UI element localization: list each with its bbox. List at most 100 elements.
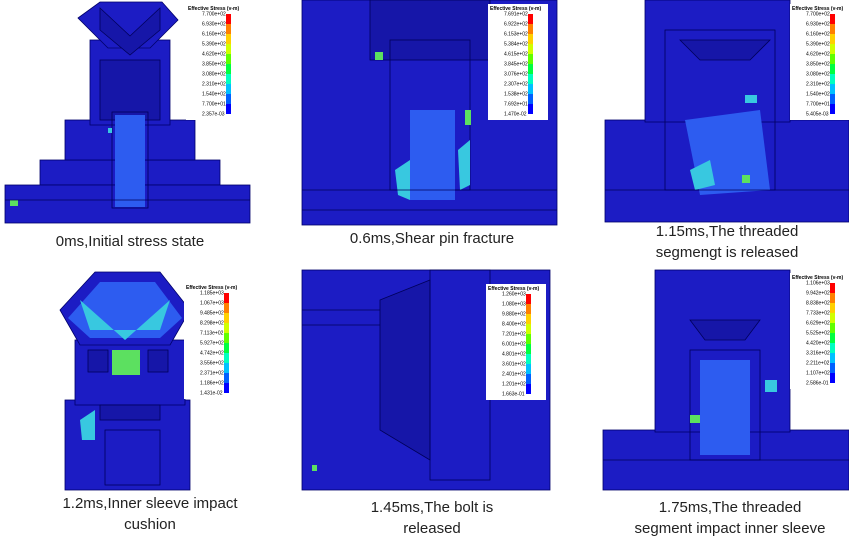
legend-box bbox=[790, 273, 849, 389]
legend-value: 6.629e+02 bbox=[806, 320, 830, 326]
caption: 0ms,Initial stress state bbox=[56, 233, 204, 250]
legend-value: 7.733e+02 bbox=[806, 310, 830, 316]
color-bar-segment bbox=[528, 84, 533, 94]
legend-value: 2.307e+02 bbox=[504, 81, 528, 87]
legend-box bbox=[186, 4, 246, 120]
legend-value: 5.525e+02 bbox=[806, 330, 830, 336]
legend-value: 8.838e+02 bbox=[806, 300, 830, 306]
caption: 1.15ms,The threaded bbox=[656, 223, 799, 240]
color-bar-segment bbox=[830, 44, 835, 54]
color-bar-segment bbox=[830, 343, 835, 353]
caption: 1.45ms,The bolt is bbox=[371, 499, 494, 516]
caption: segmengt is released bbox=[656, 244, 799, 261]
legend-value: 7.692e+01 bbox=[504, 101, 528, 107]
legend-value: 4.620e+02 bbox=[202, 51, 226, 57]
legend-value: 1.470e-02 bbox=[504, 111, 527, 117]
legend-value: 5.927e+02 bbox=[200, 340, 224, 346]
caption: segment impact inner sleeve bbox=[635, 520, 826, 537]
legend-value: 3.316e+02 bbox=[806, 350, 830, 356]
legend-value: 1.663e-01 bbox=[502, 391, 525, 397]
color-bar-segment bbox=[528, 34, 533, 44]
color-bar-segment bbox=[830, 84, 835, 94]
color-bar-segment bbox=[224, 353, 229, 363]
color-bar-segment bbox=[830, 104, 835, 114]
legend-value: 6.922e+02 bbox=[504, 21, 528, 27]
color-bar-segment bbox=[830, 293, 835, 303]
legend-value: 5.390e+02 bbox=[806, 41, 830, 47]
legend-value: 3.850e+02 bbox=[202, 61, 226, 67]
legend-value: 7.700e+02 bbox=[202, 11, 226, 17]
legend-value: 2.586e-01 bbox=[806, 380, 829, 386]
color-bar-segment bbox=[526, 374, 531, 384]
color-bar-segment bbox=[830, 333, 835, 343]
legend-value: 5.384e+02 bbox=[504, 41, 528, 47]
simulation-image bbox=[4, 1, 251, 224]
legend-value: 2.371e+02 bbox=[200, 370, 224, 376]
color-bar-segment bbox=[528, 74, 533, 84]
color-bar-segment bbox=[224, 293, 229, 303]
color-bar-segment bbox=[226, 64, 231, 74]
legend-title: Effective Stress (v-m) bbox=[792, 275, 843, 281]
legend-value: 1.080e+03 bbox=[502, 301, 526, 307]
color-bar-segment bbox=[526, 334, 531, 344]
color-bar-segment bbox=[224, 383, 229, 393]
color-bar-segment bbox=[226, 104, 231, 114]
legend-value: 4.615e+02 bbox=[504, 51, 528, 57]
legend-value: 9.485e+02 bbox=[200, 310, 224, 316]
color-bar-segment bbox=[830, 323, 835, 333]
legend-value: 2.310e+02 bbox=[202, 81, 226, 87]
legend-value: 7.691e+02 bbox=[504, 11, 528, 17]
legend-value: 4.620e+02 bbox=[806, 51, 830, 57]
color-bar-segment bbox=[830, 94, 835, 104]
color-bar-segment bbox=[528, 14, 533, 24]
color-bar-segment bbox=[526, 344, 531, 354]
color-bar-segment bbox=[224, 343, 229, 353]
color-bar-segment bbox=[830, 353, 835, 363]
legend-value: 6.153e+02 bbox=[504, 31, 528, 37]
legend-value: 1.107e+02 bbox=[806, 370, 830, 376]
legend-value: 3.556e+02 bbox=[200, 360, 224, 366]
legend-title: Effective Stress (v-m) bbox=[188, 6, 239, 12]
color-bar-segment bbox=[226, 94, 231, 104]
color-bar-segment bbox=[528, 44, 533, 54]
legend-value: 2.211e+02 bbox=[806, 360, 830, 366]
color-bar-segment bbox=[226, 84, 231, 94]
color-bar-segment bbox=[526, 384, 531, 394]
legend-box bbox=[488, 4, 548, 120]
simulation-image bbox=[59, 271, 191, 491]
color-bar-segment bbox=[830, 34, 835, 44]
color-bar-segment bbox=[224, 323, 229, 333]
color-bar-segment bbox=[830, 24, 835, 34]
color-bar-segment bbox=[528, 94, 533, 104]
legend-box bbox=[184, 283, 244, 399]
legend-title: Effective Stress (v-m) bbox=[488, 286, 539, 292]
legend-value: 8.400e+02 bbox=[502, 321, 526, 327]
color-bar-segment bbox=[226, 44, 231, 54]
caption: 1.75ms,The threaded bbox=[659, 499, 802, 516]
legend-value: 1.540e+02 bbox=[202, 91, 226, 97]
legend-value: 1.540e+02 bbox=[806, 91, 830, 97]
color-bar-segment bbox=[830, 303, 835, 313]
legend-title: Effective Stress (v-m) bbox=[490, 6, 541, 12]
legend-value: 1.185e+03 bbox=[200, 290, 224, 296]
color-bar-segment bbox=[226, 34, 231, 44]
color-bar-segment bbox=[226, 24, 231, 34]
legend-title: Effective Stress (v-m) bbox=[792, 6, 843, 12]
legend-value: 4.742e+02 bbox=[200, 350, 224, 356]
color-bar-segment bbox=[226, 14, 231, 24]
caption: 0.6ms,Shear pin fracture bbox=[350, 230, 514, 247]
color-bar-segment bbox=[830, 313, 835, 323]
color-bar-segment bbox=[224, 363, 229, 373]
legend-value: 5.405e-03 bbox=[806, 111, 829, 117]
legend-value: 1.106e+03 bbox=[806, 280, 830, 286]
color-bar-segment bbox=[830, 64, 835, 74]
legend-value: 3.601e+02 bbox=[502, 361, 526, 367]
legend-value: 1.067e+03 bbox=[200, 300, 224, 306]
color-bar-segment bbox=[226, 74, 231, 84]
legend-value: 7.201e+02 bbox=[502, 331, 526, 337]
legend-value: 3.080e+02 bbox=[202, 71, 226, 77]
legend-value: 2.401e+02 bbox=[502, 371, 526, 377]
color-bar-segment bbox=[526, 324, 531, 334]
legend-value: 5.390e+02 bbox=[202, 41, 226, 47]
